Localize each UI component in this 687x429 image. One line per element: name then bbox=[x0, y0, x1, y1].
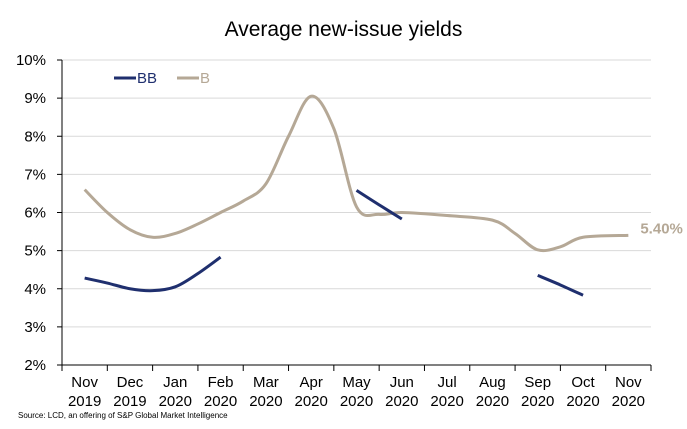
x-tick-label: 2020 bbox=[612, 393, 645, 410]
y-tick-label: 6% bbox=[24, 205, 46, 222]
x-tick-label: Dec bbox=[117, 374, 144, 391]
x-tick-label: 2020 bbox=[521, 393, 554, 410]
gridlines bbox=[62, 59, 651, 328]
x-tick-label: Jun bbox=[390, 374, 414, 391]
series-line-bb bbox=[84, 255, 222, 293]
y-tick-labels: 2% 3% 4% 5% 6% 7% 8% 9% 10% bbox=[16, 52, 46, 374]
x-tick-label: 2019 bbox=[113, 393, 146, 410]
y-tick-label: 10% bbox=[16, 52, 46, 69]
series-lines bbox=[83, 94, 629, 297]
x-tick-label: Sep bbox=[524, 374, 551, 391]
x-tick-label: 2020 bbox=[430, 393, 463, 410]
x-tick-label: 2020 bbox=[476, 393, 509, 410]
annotations: 5.40% bbox=[640, 220, 683, 237]
source-note: Source: LCD, an offering of S&P Global M… bbox=[18, 411, 228, 420]
x-tick-label: 2020 bbox=[159, 393, 192, 410]
x-tick-label: Aug bbox=[479, 374, 506, 391]
x-tick-label: Nov bbox=[71, 374, 98, 391]
y-tick-label: 5% bbox=[24, 243, 46, 260]
y-tick-label: 3% bbox=[24, 319, 46, 336]
x-tick-label: Feb bbox=[208, 374, 234, 391]
y-tick-label: 9% bbox=[24, 90, 46, 107]
x-tick-label: 2020 bbox=[249, 393, 282, 410]
x-tick-label: 2019 bbox=[68, 393, 101, 410]
x-tick-label: Oct bbox=[571, 374, 595, 391]
chart-title: Average new-issue yields bbox=[224, 18, 463, 41]
end-value-label: 5.40% bbox=[640, 220, 683, 237]
legend: BB B bbox=[114, 70, 210, 87]
series-line-bb bbox=[355, 189, 403, 221]
x-tick-label: May bbox=[342, 374, 371, 391]
x-tick-labels: Nov 2019 Dec 2019 Jan 2020 Feb 2020 Mar 2020 Apr 20… bbox=[68, 374, 645, 410]
y-tick-label: 8% bbox=[24, 128, 46, 145]
x-tick-label: Jul bbox=[438, 374, 457, 391]
axes bbox=[57, 59, 652, 371]
legend-label-bb: BB bbox=[137, 70, 157, 87]
legend-label-b: B bbox=[200, 70, 210, 87]
y-tick-label: 7% bbox=[24, 166, 46, 183]
x-tick-label: Apr bbox=[300, 374, 323, 391]
y-tick-label: 4% bbox=[24, 281, 46, 298]
x-tick-label: 2020 bbox=[204, 393, 237, 410]
x-tick-label: 2020 bbox=[566, 393, 599, 410]
x-tick-label: 2020 bbox=[295, 393, 328, 410]
x-tick-label: Nov bbox=[615, 374, 642, 391]
x-tick-label: Mar bbox=[253, 374, 279, 391]
y-tick-label: 2% bbox=[24, 357, 46, 374]
series-line-bb bbox=[537, 274, 584, 297]
x-tick-label: 2020 bbox=[340, 393, 373, 410]
x-tick-label: Jan bbox=[163, 374, 187, 391]
x-tick-label: 2020 bbox=[385, 393, 418, 410]
series-line-b bbox=[83, 94, 629, 253]
